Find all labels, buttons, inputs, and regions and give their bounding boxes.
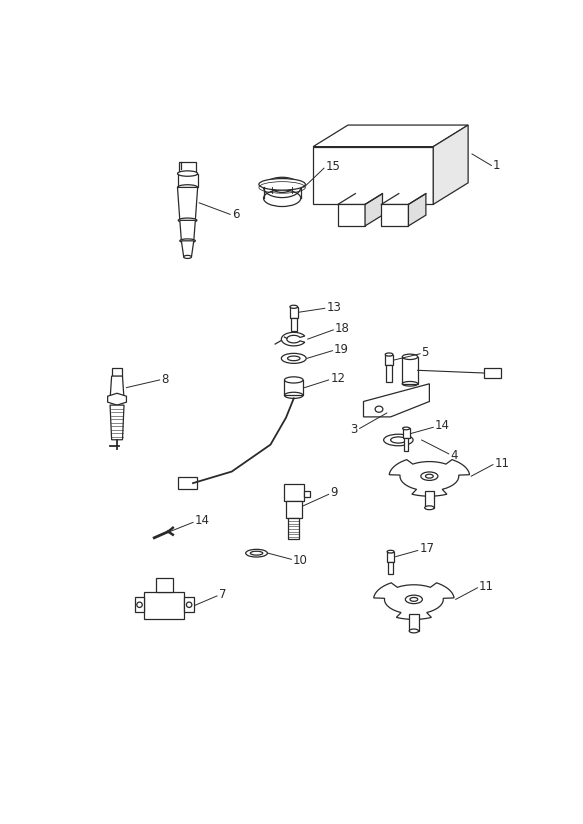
- Polygon shape: [282, 332, 305, 346]
- Polygon shape: [284, 484, 304, 501]
- Polygon shape: [177, 477, 197, 489]
- Ellipse shape: [245, 550, 268, 557]
- Ellipse shape: [384, 434, 413, 446]
- Polygon shape: [313, 147, 433, 204]
- Ellipse shape: [426, 475, 433, 478]
- Ellipse shape: [178, 218, 197, 222]
- Polygon shape: [291, 317, 297, 331]
- Ellipse shape: [177, 171, 198, 176]
- Polygon shape: [144, 592, 184, 619]
- Ellipse shape: [409, 629, 419, 633]
- Text: 18: 18: [335, 322, 350, 335]
- Polygon shape: [177, 174, 198, 187]
- Ellipse shape: [282, 353, 306, 363]
- Ellipse shape: [272, 182, 292, 193]
- Ellipse shape: [264, 177, 301, 198]
- Polygon shape: [404, 438, 409, 451]
- Ellipse shape: [137, 602, 142, 607]
- Polygon shape: [385, 354, 393, 365]
- Ellipse shape: [375, 406, 383, 412]
- Text: 1: 1: [493, 159, 500, 172]
- Text: 12: 12: [330, 372, 345, 385]
- Polygon shape: [313, 125, 468, 147]
- Ellipse shape: [187, 602, 192, 607]
- Ellipse shape: [402, 354, 418, 359]
- Polygon shape: [409, 194, 426, 226]
- Text: 15: 15: [325, 160, 340, 173]
- Ellipse shape: [180, 239, 195, 243]
- Polygon shape: [286, 501, 301, 517]
- Polygon shape: [388, 562, 393, 574]
- Text: 14: 14: [435, 419, 450, 433]
- Text: 10: 10: [293, 554, 308, 567]
- Polygon shape: [409, 614, 419, 631]
- Ellipse shape: [391, 437, 406, 443]
- Ellipse shape: [410, 597, 418, 602]
- Polygon shape: [389, 460, 469, 496]
- Polygon shape: [425, 491, 434, 508]
- Ellipse shape: [177, 185, 198, 190]
- Ellipse shape: [290, 305, 298, 308]
- Text: 7: 7: [219, 588, 226, 601]
- Text: 5: 5: [422, 346, 429, 359]
- Ellipse shape: [184, 255, 191, 259]
- Text: 13: 13: [326, 301, 341, 314]
- Ellipse shape: [421, 472, 438, 480]
- Polygon shape: [108, 393, 127, 405]
- Polygon shape: [402, 357, 418, 384]
- Polygon shape: [403, 428, 410, 438]
- Text: 17: 17: [419, 542, 434, 555]
- Polygon shape: [290, 307, 298, 317]
- Ellipse shape: [405, 595, 423, 604]
- Ellipse shape: [387, 550, 394, 553]
- Polygon shape: [184, 597, 194, 612]
- Ellipse shape: [250, 551, 263, 555]
- Polygon shape: [381, 204, 409, 226]
- Polygon shape: [386, 365, 392, 382]
- Polygon shape: [135, 597, 144, 612]
- Text: 8: 8: [161, 372, 168, 386]
- Text: 4: 4: [450, 449, 458, 462]
- Polygon shape: [387, 551, 394, 562]
- Polygon shape: [110, 405, 124, 440]
- Text: 11: 11: [494, 456, 510, 470]
- Polygon shape: [304, 490, 310, 497]
- Polygon shape: [289, 517, 299, 540]
- Polygon shape: [433, 125, 468, 204]
- Ellipse shape: [285, 377, 303, 383]
- Polygon shape: [363, 384, 429, 417]
- Polygon shape: [177, 187, 198, 220]
- Text: 9: 9: [330, 486, 338, 499]
- Text: 3: 3: [350, 424, 357, 437]
- Text: 11: 11: [479, 580, 494, 592]
- Ellipse shape: [385, 353, 393, 356]
- Text: 6: 6: [232, 208, 239, 221]
- Polygon shape: [484, 368, 501, 378]
- Polygon shape: [156, 578, 173, 592]
- Polygon shape: [338, 204, 365, 226]
- Polygon shape: [285, 380, 303, 396]
- Polygon shape: [181, 241, 194, 257]
- Polygon shape: [179, 162, 196, 174]
- Ellipse shape: [403, 427, 410, 430]
- Text: 14: 14: [195, 514, 209, 527]
- Polygon shape: [180, 220, 195, 241]
- Ellipse shape: [425, 506, 434, 510]
- Text: 19: 19: [334, 343, 349, 356]
- Ellipse shape: [287, 356, 300, 361]
- Polygon shape: [374, 583, 454, 620]
- Polygon shape: [111, 368, 122, 376]
- Polygon shape: [365, 194, 382, 226]
- Polygon shape: [110, 376, 124, 399]
- Ellipse shape: [259, 179, 305, 190]
